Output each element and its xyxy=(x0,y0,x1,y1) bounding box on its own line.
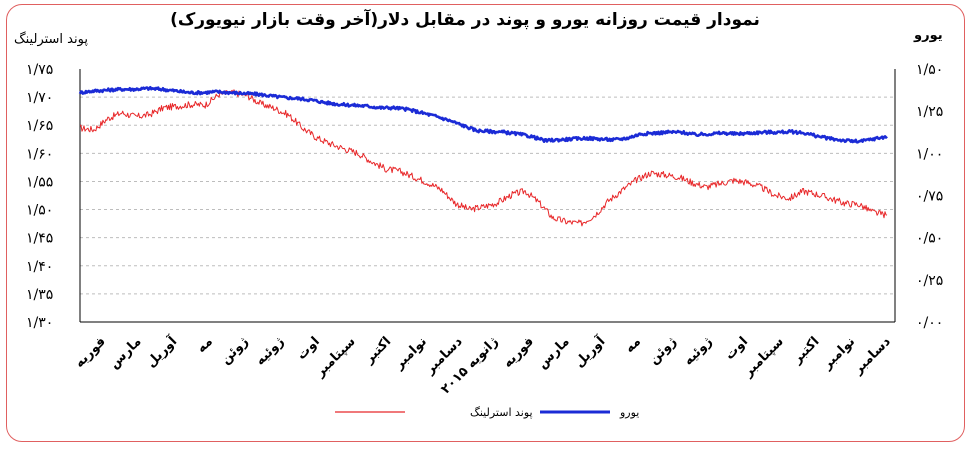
right-tick-label: ۱/۰۰ xyxy=(916,146,943,162)
left-tick-label: ۱/۷۵ xyxy=(26,62,53,78)
x-tick-label: اوت xyxy=(722,334,751,363)
chart-title: نمودار قیمت روزانه یورو و پوند در مقابل … xyxy=(170,10,760,30)
left-tick-label: ۱/۶۵ xyxy=(26,118,53,134)
legend-label: یورو xyxy=(619,406,639,419)
left-tick-label: ۱/۵۵ xyxy=(26,174,53,190)
legend-label: پوند استرلینگ xyxy=(470,406,533,419)
left-tick-label: ۱/۴۰ xyxy=(26,259,53,275)
series-line-gbp xyxy=(79,89,888,227)
left-tick-label: ۱/۳۵ xyxy=(26,287,53,303)
right-tick-label: ۰/۲۵ xyxy=(916,273,943,289)
left-tick-label: ۱/۶۰ xyxy=(26,146,53,162)
left-tick-label: ۱/۵۰ xyxy=(26,203,53,219)
x-tick-label: اکتبر xyxy=(361,334,394,367)
x-tick-label: مه xyxy=(194,334,216,356)
right-tick-label: ۰/۷۵ xyxy=(916,189,943,205)
x-tick-label: ژوئن xyxy=(218,334,251,367)
x-tick-label: آوریل xyxy=(571,332,609,370)
x-tick-label: فوریه xyxy=(72,334,109,371)
x-tick-label: ژوئن xyxy=(646,334,679,367)
x-tick-label: ژوئیه xyxy=(681,334,715,368)
left-tick-label: ۱/۷۰ xyxy=(26,90,53,106)
x-tick-label: آوریل xyxy=(142,332,180,370)
x-tick-label: ژوئیه xyxy=(253,334,287,368)
chart-frame xyxy=(6,4,965,442)
right-tick-label: ۰/۵۰ xyxy=(916,231,943,247)
left-tick-label: ۱/۴۵ xyxy=(26,231,53,247)
x-tick-label: مارس xyxy=(535,334,573,372)
right-tick-label: ۰/۰۰ xyxy=(916,315,943,331)
series-line-eur xyxy=(78,85,888,144)
right-tick-label: ۱/۲۵ xyxy=(916,104,943,120)
x-tick-label: فوریه xyxy=(500,334,537,371)
x-tick-label: دسامبر xyxy=(850,334,894,378)
x-tick-label: اوت xyxy=(294,334,323,363)
left-tick-label: ۱/۳۰ xyxy=(26,315,53,331)
left-axis-title: پوند استرلینگ xyxy=(14,32,88,47)
x-tick-label: مارس xyxy=(107,334,145,372)
right-tick-label: ۱/۵۰ xyxy=(916,62,943,78)
right-axis-title: یورو xyxy=(914,28,943,43)
x-tick-label: اکتبر xyxy=(789,334,822,367)
x-tick-label: مه xyxy=(622,334,644,356)
